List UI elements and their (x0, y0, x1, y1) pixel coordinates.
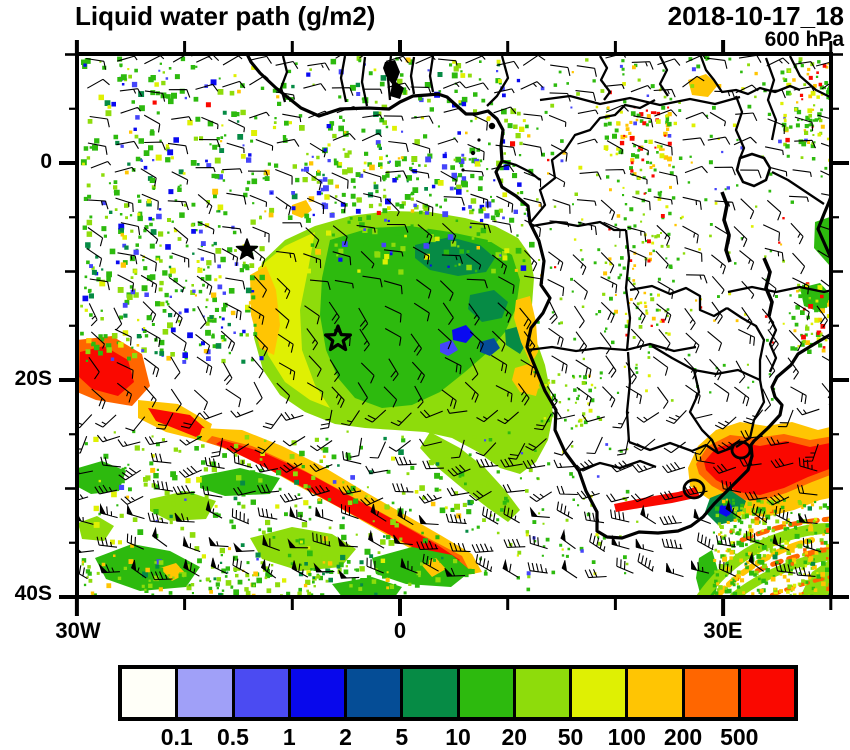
island-dot (477, 138, 481, 142)
x-axis-label-30w: 30W (55, 618, 101, 643)
colorbar-swatch-9 (628, 669, 682, 717)
country-border (767, 315, 778, 373)
country-border (788, 55, 831, 99)
colorbar-swatch-8 (572, 669, 626, 717)
colorbar-tick-label: 10 (445, 724, 471, 750)
country-border (409, 56, 416, 95)
map-frame (59, 40, 849, 616)
y-axis-label-20s: 20S (14, 367, 52, 390)
colorbar-swatch-7 (515, 669, 569, 717)
island-dot (470, 150, 476, 156)
country-border (360, 56, 369, 107)
colorbar-tick-label: 100 (607, 724, 646, 750)
colorbar (118, 665, 798, 721)
country-border (726, 307, 766, 380)
colorbar-tick-label: 50 (557, 724, 584, 750)
colorbar-swatch-11 (740, 669, 794, 717)
rift-lake (720, 191, 732, 263)
colorbar-swatch-0 (122, 669, 176, 717)
colorbar-tick-label: 20 (501, 724, 528, 750)
colorbar-swatch-5 (403, 669, 457, 717)
enclave-border (682, 478, 706, 500)
island-dot (461, 168, 465, 172)
country-border (771, 170, 825, 205)
country-border (698, 54, 801, 96)
country-border (428, 55, 435, 93)
enclave-border (730, 440, 752, 460)
country-border (579, 459, 657, 472)
lake-volta (383, 60, 404, 99)
x-axis-label-0: 0 (393, 618, 407, 643)
country-border (527, 342, 697, 353)
colorbar-swatch-10 (684, 669, 738, 717)
colorbar-tick-label: 2 (339, 724, 352, 750)
colorbar-swatch-2 (234, 669, 288, 717)
colorbar-tick-label: 5 (395, 724, 409, 750)
colorbar-tick-label: 1 (282, 724, 296, 750)
colorbar-tick-label: 500 (720, 724, 759, 750)
country-border (734, 95, 746, 159)
country-border (764, 57, 778, 141)
station-marker-filled-star (235, 238, 259, 260)
colorbar-swatch-3 (290, 669, 344, 717)
island-dot (488, 122, 496, 130)
country-border (486, 55, 510, 107)
country-border (599, 55, 612, 101)
x-axis-label-30e: 30E (703, 618, 743, 643)
colorbar-tick-label: 200 (663, 724, 703, 750)
y-axis-label-40s: 40S (14, 582, 52, 605)
pressure-level-label: 600 hPa (764, 28, 844, 51)
country-border (279, 55, 289, 103)
timestamp-label: 2018-10-17_18 (667, 1, 844, 31)
country-border (529, 98, 656, 224)
colorbar-swatch-4 (347, 669, 401, 717)
country-border (531, 220, 626, 232)
y-axis-label-eq: 0 (40, 150, 52, 173)
colorbar-swatch-1 (178, 669, 232, 717)
colorbar-tick-label: 0.5 (217, 724, 249, 750)
rift-lake (762, 257, 774, 317)
speckle-layer (80, 56, 831, 597)
country-border (539, 94, 741, 107)
country-border (688, 369, 720, 454)
colorbar-swatch-6 (459, 669, 513, 717)
country-border (629, 284, 728, 318)
country-border (339, 55, 348, 103)
country-border (501, 159, 541, 181)
page-title: Liquid water path (g/m2) (75, 1, 376, 31)
colorbar-tick-label: 0.1 (160, 724, 193, 750)
station-marker-open-star (324, 324, 352, 352)
country-border (624, 229, 632, 351)
